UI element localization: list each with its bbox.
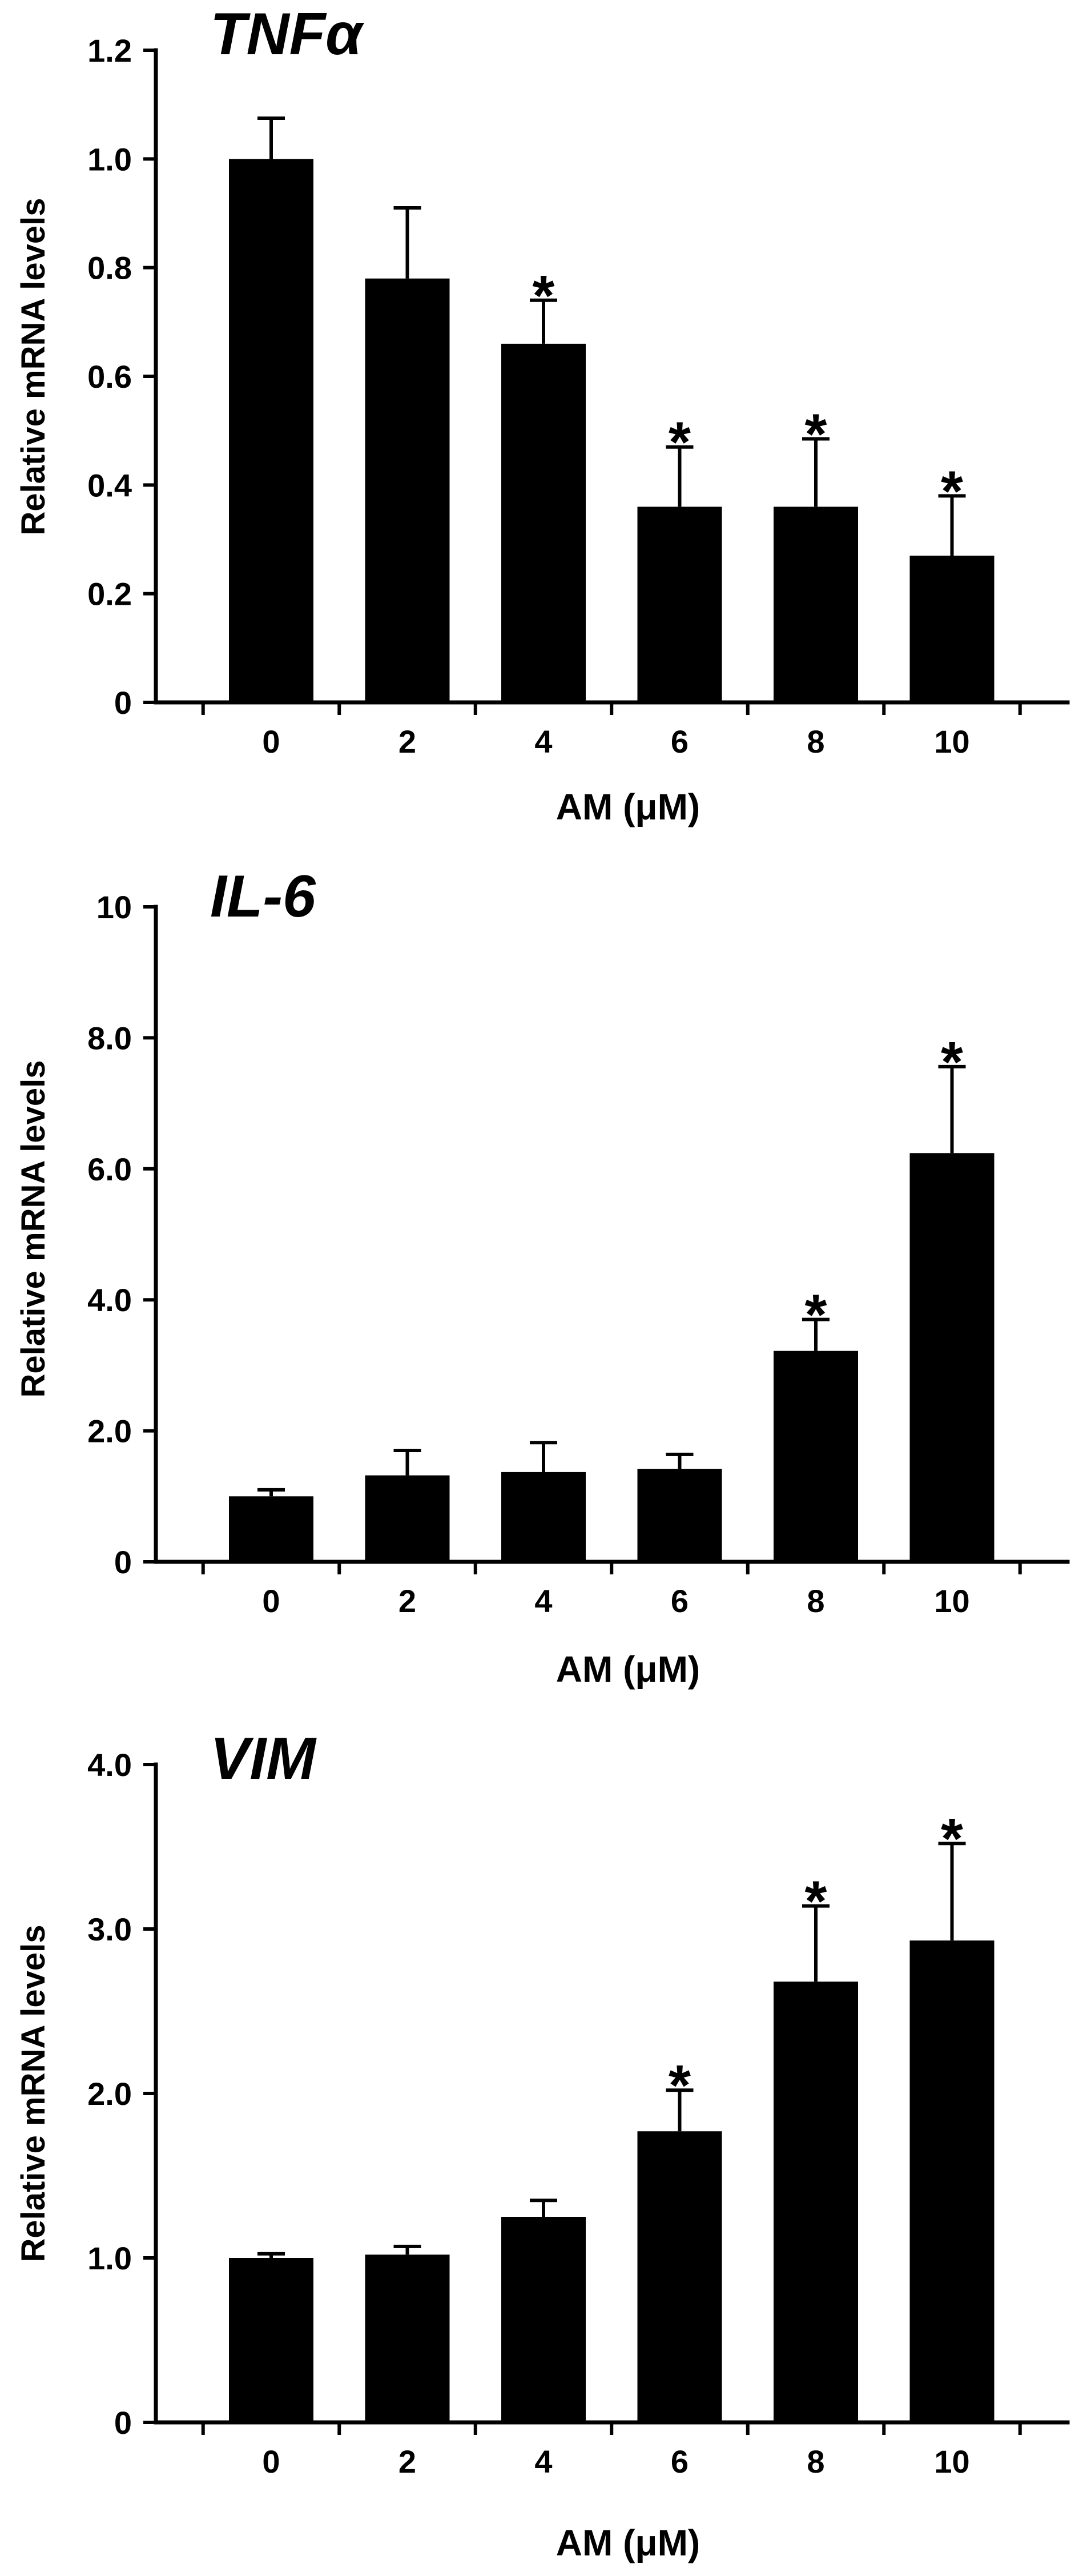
y-tick-label: 0.6: [87, 359, 132, 395]
x-tick-label: 8: [807, 1583, 824, 1619]
x-tick-label: 10: [934, 1583, 969, 1619]
significance-marker: *: [669, 411, 691, 475]
x-tick-label: 2: [398, 724, 416, 759]
bar: [365, 1475, 450, 1562]
y-axis-label: Relative mRNA levels: [15, 1924, 52, 2262]
bar: [229, 2258, 313, 2422]
x-tick-label: 8: [807, 2444, 824, 2479]
y-tick-label: 4.0: [87, 1747, 132, 1783]
x-tick-label: 4: [534, 724, 552, 759]
x-tick-label: 2: [398, 2444, 416, 2479]
chart-marks: 0 1.0 2.0 3.0 4.0 0 2 4 6 * 8 * 10 *: [87, 1747, 1070, 2479]
bar: [637, 1469, 722, 1562]
bar: [774, 1351, 858, 1562]
chart-marks: 0 0.2 0.4 0.6 0.8 1.0 1.2 0 2 4 * 6 * 8 * 10 *: [87, 33, 1070, 759]
x-axis-label: AM (μM): [556, 1649, 700, 1690]
x-tick-label: 6: [671, 1583, 689, 1619]
significance-marker: *: [941, 1030, 963, 1094]
y-tick-label: 3.0: [87, 1911, 132, 1947]
x-tick-label: 0: [262, 1583, 280, 1619]
x-tick-label: 0: [262, 2444, 280, 2479]
y-tick-label: 1.0: [87, 2240, 132, 2276]
x-tick-label: 10: [934, 2444, 969, 2479]
y-tick-label: 6.0: [87, 1151, 132, 1187]
y-tick-label: 1.2: [87, 33, 132, 69]
bar: [909, 1940, 995, 2422]
x-tick-label: 4: [534, 1583, 552, 1619]
il6-chart-panel: IL-6 Relative mRNA levels AM (μM) 0 2.0 4.…: [15, 863, 1070, 1690]
x-tick-label: 0: [262, 724, 280, 759]
bar: [365, 2254, 450, 2422]
y-tick-label: 4.0: [87, 1282, 132, 1318]
bar: [774, 507, 858, 702]
y-tick-label: 0: [114, 685, 132, 721]
y-tick-label: 0.4: [87, 467, 132, 503]
chart-title: TNFα: [210, 1, 365, 67]
chart-marks: 0 2.0 4.0 6.0 8.0 10 0 2 4 6 8 * 10 *: [87, 889, 1070, 1619]
y-tick-label: 0.2: [87, 576, 132, 612]
x-axis-label: AM (μM): [556, 786, 700, 827]
bar: [229, 1496, 313, 1562]
y-tick-label: 8.0: [87, 1020, 132, 1056]
x-tick-label: 6: [671, 2444, 689, 2479]
bar: [229, 159, 313, 702]
x-tick-label: 2: [398, 1583, 416, 1619]
bar: [365, 278, 450, 702]
y-axis-label: Relative mRNA levels: [15, 1060, 52, 1397]
significance-marker: *: [805, 402, 827, 466]
x-axis-label: AM (μM): [556, 2522, 700, 2563]
significance-marker: *: [533, 264, 555, 328]
y-tick-label: 0: [114, 2405, 132, 2441]
bar: [501, 343, 586, 702]
x-tick-label: 6: [671, 724, 689, 759]
bar: [909, 556, 995, 702]
significance-marker: *: [941, 459, 963, 523]
significance-marker: *: [941, 1807, 963, 1871]
x-tick-label: 8: [807, 724, 824, 759]
x-tick-label: 10: [934, 724, 969, 759]
bar: [501, 2217, 586, 2422]
bar: [637, 507, 722, 702]
tnfa-chart-panel: TNFα Relative mRNA levels AM (μM) 0 0.2 0.…: [15, 1, 1070, 827]
bar: [501, 1472, 586, 1562]
bar: [909, 1153, 995, 1562]
y-tick-label: 2.0: [87, 2076, 132, 2112]
chart-title: VIM: [210, 1726, 317, 1792]
significance-marker: *: [805, 1283, 827, 1347]
y-tick-label: 10: [96, 889, 132, 925]
y-tick-label: 0: [114, 1544, 132, 1580]
vim-chart-panel: VIM Relative mRNA levels AM (μM) 0 1.0 2.0…: [15, 1726, 1070, 2563]
x-tick-label: 4: [534, 2444, 552, 2479]
y-tick-label: 0.8: [87, 250, 132, 286]
chart-title: IL-6: [210, 863, 316, 930]
significance-marker: *: [805, 1870, 827, 1934]
y-tick-label: 1.0: [87, 141, 132, 177]
y-axis-label: Relative mRNA levels: [15, 198, 52, 535]
y-tick-label: 2.0: [87, 1413, 132, 1449]
bar: [774, 1982, 858, 2422]
bar: [637, 2131, 722, 2422]
significance-marker: *: [669, 2053, 691, 2117]
